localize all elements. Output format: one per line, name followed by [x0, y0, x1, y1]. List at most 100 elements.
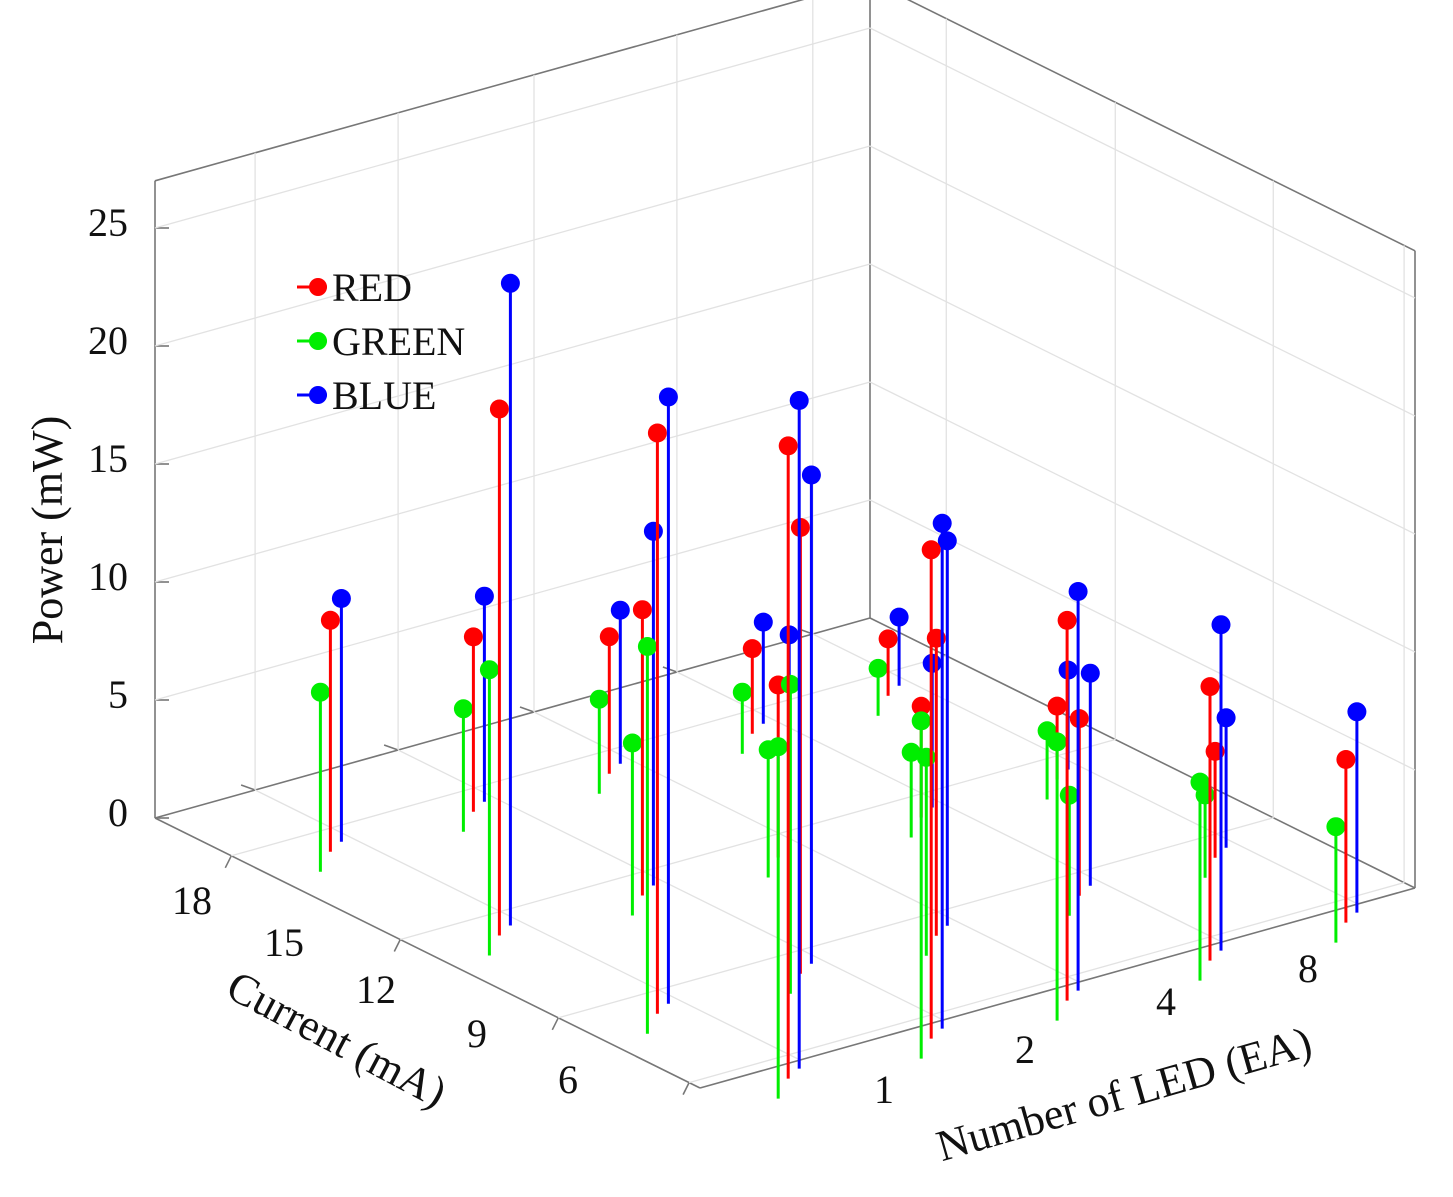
y-axis-title: Current (mA) — [219, 961, 455, 1117]
grid-lines — [154, 0, 1416, 1084]
z-tick-labels: 0 5 10 15 20 25 — [88, 200, 128, 835]
marker-red — [911, 696, 931, 716]
marker-blue — [1347, 702, 1367, 722]
marker-red — [632, 600, 652, 620]
y-tick-label: 6 — [558, 1057, 578, 1102]
marker-blue — [643, 521, 663, 541]
y-tick-mark — [240, 784, 256, 791]
marker-green — [911, 711, 931, 731]
marker-green — [916, 747, 936, 767]
marker-green — [1059, 785, 1079, 805]
y-tick-mark — [519, 706, 535, 713]
marker-red — [463, 627, 483, 647]
marker-green — [868, 658, 888, 678]
z-tick-label: 10 — [88, 554, 128, 599]
marker-red — [489, 399, 509, 419]
marker-blue — [801, 465, 821, 485]
grid-line — [688, 881, 1405, 1084]
marker-green — [479, 660, 499, 680]
marker-blue — [932, 513, 952, 533]
y-tick-label: 12 — [356, 967, 396, 1012]
marker-red — [1200, 677, 1220, 697]
legend-marker-green — [309, 332, 327, 350]
marker-red — [878, 629, 898, 649]
marker-green — [780, 674, 800, 694]
z-axis-title: Power (mW) — [23, 416, 72, 645]
y-tick-label: 18 — [172, 878, 212, 923]
x-tick-label: 1 — [874, 1067, 894, 1112]
x-axis-title: Number of LED (EA) — [931, 1017, 1317, 1171]
x-tick-label: 2 — [1015, 1027, 1035, 1072]
grid-line — [154, 27, 871, 229]
grid-line — [869, 145, 1416, 417]
axes-frame — [154, 0, 1416, 1095]
legend-entry-red: RED — [297, 265, 412, 310]
grid-line — [254, 789, 801, 1061]
z-tick-label: 20 — [88, 318, 128, 363]
x-tick-mark — [551, 1017, 560, 1031]
frame-edge — [906, 0, 1416, 252]
data-marks — [310, 273, 1367, 1099]
marker-blue — [474, 586, 494, 606]
grid-line — [676, 671, 1223, 943]
x-tick-label: 8 — [1298, 946, 1318, 991]
grid-line — [400, 738, 1116, 941]
z-tick-label: 15 — [88, 436, 128, 481]
marker-green — [622, 733, 642, 753]
marker-blue — [1211, 615, 1231, 635]
x-tick-labels: 1 2 4 8 — [874, 946, 1318, 1112]
marker-red — [1047, 696, 1067, 716]
marker-green — [310, 682, 330, 702]
grid-line — [869, 499, 1416, 771]
grid-line — [533, 711, 1080, 983]
grid-line — [154, 145, 871, 347]
marker-blue — [1216, 708, 1236, 728]
grid-line — [154, 381, 871, 583]
x-tick-mark — [682, 1082, 690, 1095]
legend: RED GREEN BLUE — [297, 265, 465, 418]
marker-blue — [1068, 582, 1088, 601]
marker-red — [778, 436, 798, 456]
x-tick-mark — [224, 855, 233, 869]
grid-line — [154, 263, 871, 465]
z-tick-label: 25 — [88, 200, 128, 245]
y-tick-label: 15 — [264, 920, 304, 965]
z-tick-label: 5 — [108, 672, 128, 717]
legend-entry-green: GREEN — [297, 319, 465, 364]
grid-line — [812, 633, 1359, 905]
grid-line — [869, 263, 1416, 535]
legend-label-blue: BLUE — [332, 373, 436, 418]
frame-edge — [154, 817, 701, 1089]
marker-red — [320, 610, 340, 630]
grid-line — [154, 499, 871, 701]
marker-green — [453, 699, 473, 719]
y-tick-label: 9 — [467, 1011, 487, 1056]
marker-green — [1047, 732, 1067, 752]
marker-green — [1190, 772, 1210, 792]
marker-blue — [500, 273, 520, 293]
grid-line — [231, 655, 947, 857]
grid-line — [869, 27, 1416, 299]
frame-edge — [154, 0, 805, 182]
marker-blue — [889, 607, 909, 627]
x-tick-mark — [393, 939, 402, 952]
legend-marker-red — [309, 278, 327, 296]
marker-blue — [1080, 663, 1100, 683]
marker-green — [589, 689, 609, 709]
marker-red — [599, 627, 619, 647]
marker-blue — [753, 612, 773, 632]
marker-green — [1326, 817, 1346, 837]
marker-red — [647, 423, 667, 443]
y-tick-mark — [383, 744, 399, 751]
legend-label-red: RED — [332, 265, 412, 310]
marker-blue — [937, 531, 957, 551]
grid-line — [558, 817, 1274, 1019]
marker-green — [637, 637, 657, 656]
legend-marker-blue — [309, 386, 327, 404]
marker-red — [921, 540, 941, 560]
x-tick-label: 4 — [1156, 979, 1176, 1024]
marker-red — [1336, 750, 1356, 769]
frame-edge — [869, 617, 1416, 889]
marker-blue — [658, 387, 678, 407]
